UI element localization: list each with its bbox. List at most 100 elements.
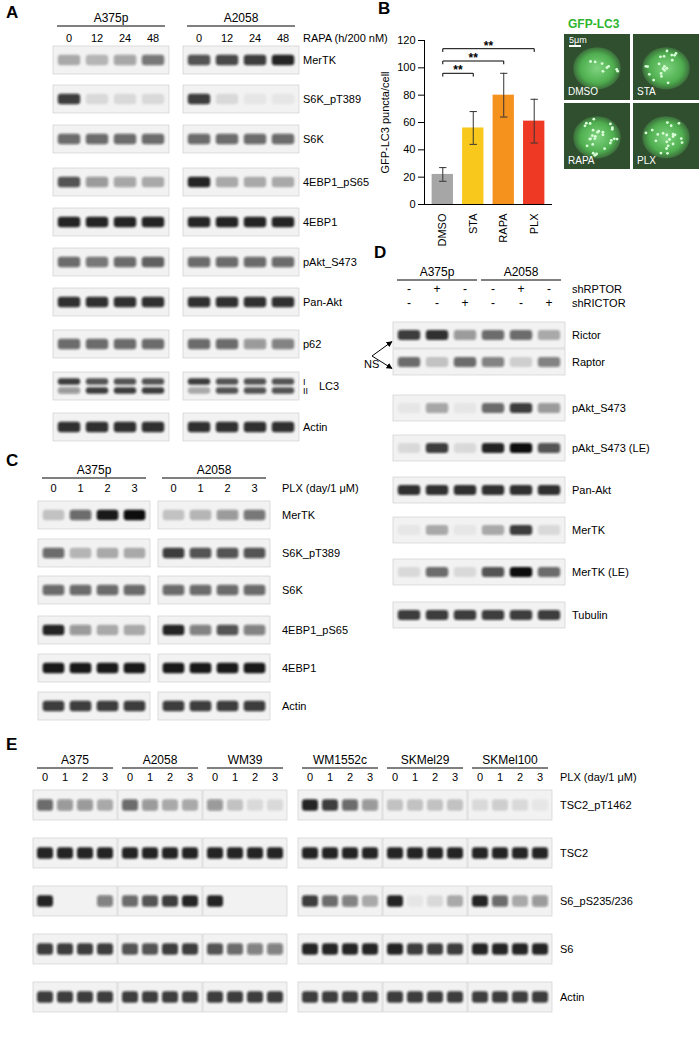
svg-text:Actin: Actin — [560, 991, 584, 1003]
svg-text:Tubulin: Tubulin — [572, 609, 608, 621]
svg-text:3: 3 — [367, 771, 373, 783]
svg-text:0: 0 — [477, 771, 483, 783]
svg-text:2: 2 — [167, 771, 173, 783]
svg-text:4EBP1_pS65: 4EBP1_pS65 — [303, 176, 369, 188]
svg-text:C: C — [6, 451, 18, 470]
svg-text:2: 2 — [82, 771, 88, 783]
svg-text:LC3: LC3 — [319, 380, 339, 392]
svg-text:2: 2 — [517, 771, 523, 783]
svg-text:3: 3 — [102, 771, 108, 783]
svg-text:-: - — [435, 296, 439, 310]
svg-text:120: 120 — [397, 34, 415, 46]
svg-text:B: B — [378, 0, 390, 18]
svg-text:A2058: A2058 — [224, 11, 259, 25]
svg-text:3: 3 — [537, 771, 543, 783]
svg-text:0: 0 — [42, 771, 48, 783]
svg-text:pAkt_S473: pAkt_S473 — [572, 402, 626, 414]
svg-text:12: 12 — [221, 32, 233, 44]
svg-text:MerTK: MerTK — [282, 509, 316, 521]
svg-text:Rictor: Rictor — [572, 329, 601, 341]
svg-text:48: 48 — [277, 32, 289, 44]
svg-text:-: - — [407, 296, 411, 310]
svg-text:PLX (day/1 μM): PLX (day/1 μM) — [282, 482, 359, 494]
svg-text:2: 2 — [104, 482, 110, 494]
svg-text:0: 0 — [409, 198, 415, 210]
svg-text:2: 2 — [432, 771, 438, 783]
svg-text:3: 3 — [131, 482, 137, 494]
svg-text:0: 0 — [392, 771, 398, 783]
svg-text:**: ** — [453, 63, 463, 77]
svg-text:S6K: S6K — [282, 584, 303, 596]
svg-text:0: 0 — [212, 771, 218, 783]
svg-text:1: 1 — [327, 771, 333, 783]
svg-text:+: + — [517, 282, 524, 296]
svg-text:S6K: S6K — [303, 133, 324, 145]
svg-text:A375: A375 — [61, 753, 89, 767]
svg-text:40: 40 — [403, 143, 415, 155]
svg-text:NS: NS — [364, 358, 379, 370]
svg-text:DMSO: DMSO — [568, 86, 598, 97]
svg-text:RAPA: RAPA — [568, 155, 595, 166]
svg-text:DMSO: DMSO — [436, 213, 448, 246]
svg-text:60: 60 — [403, 116, 415, 128]
svg-text:5μm: 5μm — [569, 35, 587, 45]
svg-text:12: 12 — [91, 32, 103, 44]
svg-text:0: 0 — [196, 32, 202, 44]
svg-text:E: E — [6, 735, 17, 754]
svg-text:3: 3 — [272, 771, 278, 783]
svg-text:pAkt_S473 (LE): pAkt_S473 (LE) — [572, 442, 650, 454]
svg-text:0: 0 — [127, 771, 133, 783]
svg-text:D: D — [374, 243, 386, 262]
svg-text:STA: STA — [467, 213, 479, 234]
svg-text:Actin: Actin — [303, 421, 327, 433]
svg-text:PLX: PLX — [637, 155, 656, 166]
svg-text:TSC2: TSC2 — [560, 847, 588, 859]
svg-text:S6_pS235/236: S6_pS235/236 — [560, 895, 633, 907]
svg-text:GFP-LC3: GFP-LC3 — [568, 17, 620, 31]
svg-text:MerTK: MerTK — [303, 54, 337, 66]
svg-text:4EBP1_pS65: 4EBP1_pS65 — [282, 624, 348, 636]
svg-text:-: - — [491, 282, 495, 296]
svg-text:0: 0 — [66, 32, 72, 44]
svg-text:3: 3 — [251, 482, 257, 494]
svg-text:p62: p62 — [303, 338, 321, 350]
svg-text:A2058: A2058 — [504, 265, 539, 279]
svg-text:+: + — [545, 296, 552, 310]
svg-text:3: 3 — [452, 771, 458, 783]
svg-text:-: - — [547, 282, 551, 296]
svg-text:-: - — [407, 282, 411, 296]
svg-text:A2058: A2058 — [143, 753, 178, 767]
svg-text:+: + — [433, 282, 440, 296]
svg-text:1: 1 — [62, 771, 68, 783]
svg-text:SKMel100: SKMel100 — [482, 753, 538, 767]
svg-text:80: 80 — [403, 89, 415, 101]
svg-text:2: 2 — [347, 771, 353, 783]
svg-text:STA: STA — [637, 86, 656, 97]
svg-text:+: + — [461, 296, 468, 310]
svg-text:II: II — [303, 386, 308, 396]
svg-text:S6K_pT389: S6K_pT389 — [282, 547, 340, 559]
svg-text:shRPTOR: shRPTOR — [572, 283, 622, 295]
svg-text:Raptor: Raptor — [572, 356, 605, 368]
svg-text:3: 3 — [187, 771, 193, 783]
svg-text:A375p: A375p — [77, 463, 112, 477]
svg-text:24: 24 — [119, 32, 131, 44]
svg-text:24: 24 — [249, 32, 261, 44]
svg-text:PLX (day/1 μM): PLX (day/1 μM) — [560, 771, 637, 783]
svg-text:4EBP1: 4EBP1 — [282, 662, 316, 674]
svg-text:A: A — [6, 3, 18, 22]
svg-text:**: ** — [484, 39, 494, 53]
svg-text:20: 20 — [403, 171, 415, 183]
svg-text:0: 0 — [170, 482, 176, 494]
svg-text:pAkt_S473: pAkt_S473 — [303, 256, 357, 268]
svg-text:WM1552c: WM1552c — [313, 753, 367, 767]
svg-text:48: 48 — [147, 32, 159, 44]
svg-text:A2058: A2058 — [197, 463, 232, 477]
svg-text:GFP-LC3 puncta/cell: GFP-LC3 puncta/cell — [379, 71, 391, 173]
svg-text:0: 0 — [50, 482, 56, 494]
svg-text:Actin: Actin — [282, 700, 306, 712]
svg-text:4EBP1: 4EBP1 — [303, 216, 337, 228]
svg-text:-: - — [491, 296, 495, 310]
svg-text:0: 0 — [307, 771, 313, 783]
svg-text:Pan-Akt: Pan-Akt — [572, 484, 611, 496]
